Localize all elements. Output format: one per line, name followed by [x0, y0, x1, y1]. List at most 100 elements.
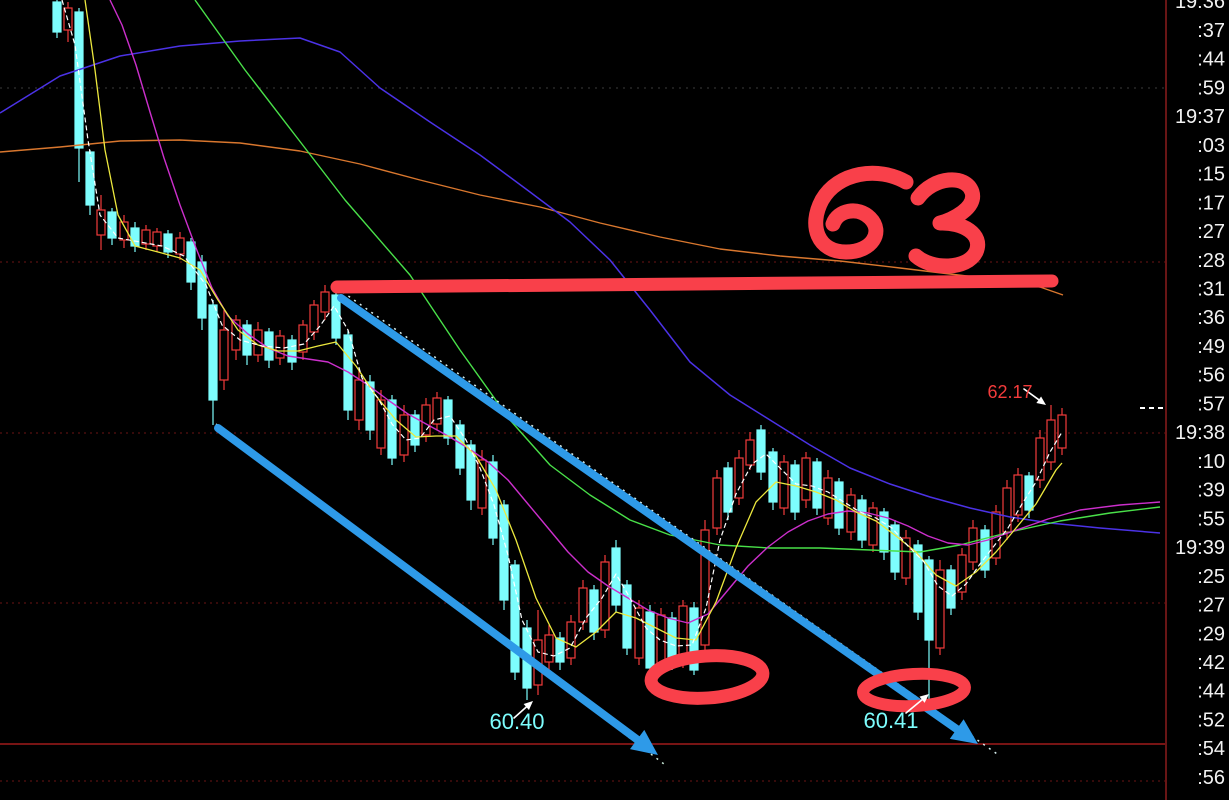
- candle-down: [85, 150, 95, 215]
- time-label: :49: [1197, 336, 1225, 358]
- candle-up: [745, 432, 755, 470]
- time-label: :56: [1197, 767, 1225, 789]
- time-label: :17: [1197, 192, 1225, 214]
- candle-down: [287, 335, 297, 370]
- low-circle-1: [644, 649, 770, 705]
- candle-up: [578, 580, 588, 630]
- candle-down: [510, 560, 520, 680]
- candle-up: [901, 530, 911, 585]
- time-label: :59: [1197, 77, 1225, 99]
- candle-down: [410, 410, 420, 452]
- candle-down: [343, 330, 353, 420]
- ma-orange-slowest: [0, 139, 1064, 296]
- candle-up: [1057, 408, 1067, 455]
- candle-down: [812, 458, 822, 515]
- candle-down: [890, 520, 900, 580]
- time-label: 19:39: [1175, 537, 1225, 559]
- ma-white-fast: [61, 0, 1063, 657]
- candle-down: [622, 580, 632, 655]
- price-label: 62.17: [987, 382, 1032, 402]
- candle-down: [946, 565, 956, 615]
- candle-up: [1046, 405, 1056, 470]
- candle-down: [723, 462, 733, 520]
- time-label: :25: [1197, 566, 1225, 588]
- candle-up: [712, 470, 722, 535]
- candle-down: [197, 255, 207, 330]
- ma-magenta: [109, 0, 1161, 624]
- time-label: :39: [1197, 480, 1225, 502]
- candle-up: [868, 502, 878, 552]
- time-label: :28: [1197, 250, 1225, 272]
- downtrend-arrow-right: [337, 294, 978, 744]
- time-label: 19:36: [1175, 0, 1225, 13]
- candle-up: [253, 322, 263, 362]
- candle-down: [790, 460, 800, 520]
- time-label: :03: [1197, 135, 1225, 157]
- candle-up: [376, 390, 386, 455]
- price-label: 60.41: [863, 708, 918, 733]
- candle-up: [734, 450, 744, 505]
- candle-down: [834, 478, 844, 535]
- handwritten-digit-3: [908, 172, 986, 274]
- time-label: 19:38: [1175, 422, 1225, 444]
- candle-up: [634, 600, 644, 665]
- candle-down: [611, 540, 621, 612]
- candle-down: [980, 525, 990, 578]
- candle-down: [857, 495, 867, 548]
- candle-up: [96, 195, 106, 250]
- candle-up: [141, 225, 151, 250]
- candle-up: [600, 555, 610, 638]
- candle-down: [208, 300, 218, 425]
- candle-up: [421, 398, 431, 442]
- candle-down: [1024, 472, 1034, 518]
- candle-down: [499, 500, 509, 610]
- candle-up: [935, 560, 945, 655]
- time-label: :10: [1197, 451, 1225, 473]
- candle-up: [354, 370, 364, 430]
- candle-down: [589, 585, 599, 640]
- time-label: :31: [1197, 279, 1225, 301]
- candle-up: [63, 2, 73, 42]
- ma-green: [194, 0, 1161, 553]
- handwritten-digit-6: [808, 165, 914, 260]
- time-label: :44: [1197, 49, 1225, 71]
- candle-down: [74, 8, 84, 182]
- resistance-line-63: [330, 274, 1059, 294]
- candle-up: [1013, 468, 1023, 522]
- candle-up: [152, 228, 162, 252]
- candle-down: [163, 230, 173, 258]
- candle-up: [219, 310, 229, 390]
- candle-down: [52, 0, 62, 38]
- pointer-60-40: [513, 701, 533, 719]
- pointer-62-17: [1023, 388, 1046, 405]
- candle-down: [130, 222, 140, 252]
- candle-down: [756, 425, 766, 480]
- candle-up: [1035, 430, 1045, 488]
- time-label: :56: [1197, 365, 1225, 387]
- candle-down: [488, 455, 498, 545]
- candle-up: [309, 300, 319, 340]
- time-label: :15: [1197, 164, 1225, 186]
- candle-up: [700, 520, 710, 650]
- time-label: :57: [1197, 393, 1225, 415]
- candle-down: [555, 632, 565, 670]
- candle-up: [801, 452, 811, 508]
- candle-up: [119, 215, 129, 248]
- candle-up: [298, 320, 308, 360]
- candle-down: [107, 208, 117, 245]
- candle-up: [544, 625, 554, 670]
- time-label: :36: [1197, 307, 1225, 329]
- candle-up: [320, 285, 330, 320]
- candle-up: [1002, 480, 1012, 540]
- candle-up: [779, 455, 789, 515]
- pointer-60-41: [905, 694, 929, 714]
- time-label: 19:37: [1175, 106, 1225, 128]
- candle-up: [957, 548, 967, 600]
- time-label: :44: [1197, 681, 1225, 703]
- candle-up: [399, 405, 409, 462]
- candle-up: [846, 488, 856, 540]
- time-label: :52: [1197, 709, 1225, 731]
- time-label: :42: [1197, 652, 1225, 674]
- time-label: :55: [1197, 508, 1225, 530]
